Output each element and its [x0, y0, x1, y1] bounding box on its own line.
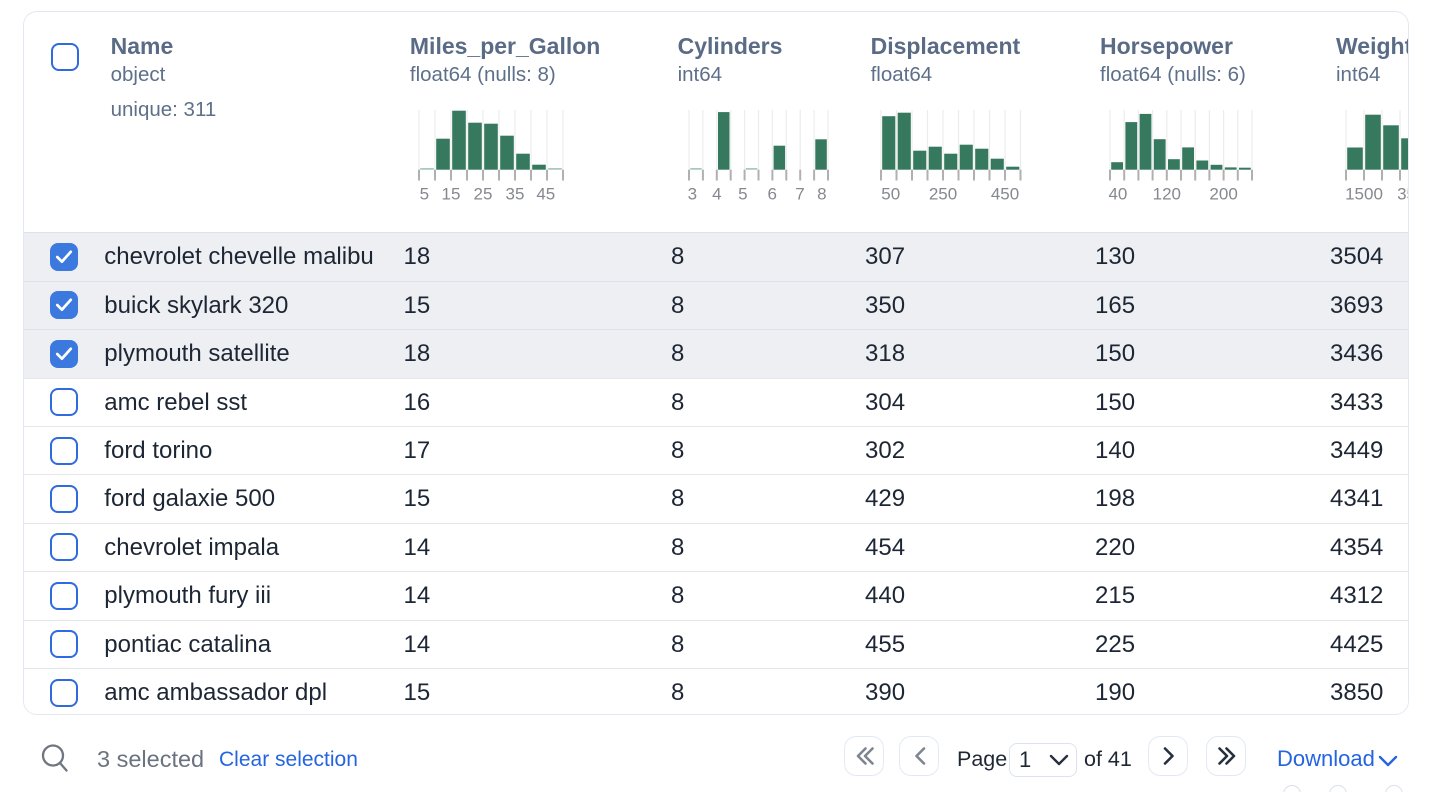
- svg-text:6: 6: [768, 185, 777, 204]
- svg-text:1500: 1500: [1345, 185, 1383, 204]
- svg-text:250: 250: [929, 185, 957, 204]
- svg-text:40: 40: [1108, 185, 1127, 204]
- svg-text:25: 25: [473, 185, 492, 204]
- svg-text:3: 3: [688, 185, 697, 204]
- svg-text:35: 35: [505, 185, 524, 204]
- svg-text:8: 8: [817, 185, 826, 204]
- svg-text:15: 15: [441, 185, 460, 204]
- svg-text:5: 5: [738, 185, 747, 204]
- svg-text:3500: 3500: [1397, 185, 1409, 204]
- svg-text:4: 4: [712, 185, 721, 204]
- svg-text:120: 120: [1152, 185, 1180, 204]
- svg-text:50: 50: [881, 185, 900, 204]
- svg-text:200: 200: [1209, 185, 1237, 204]
- svg-text:450: 450: [991, 185, 1019, 204]
- svg-text:7: 7: [795, 185, 804, 204]
- svg-text:45: 45: [536, 185, 555, 204]
- svg-text:5: 5: [419, 185, 428, 204]
